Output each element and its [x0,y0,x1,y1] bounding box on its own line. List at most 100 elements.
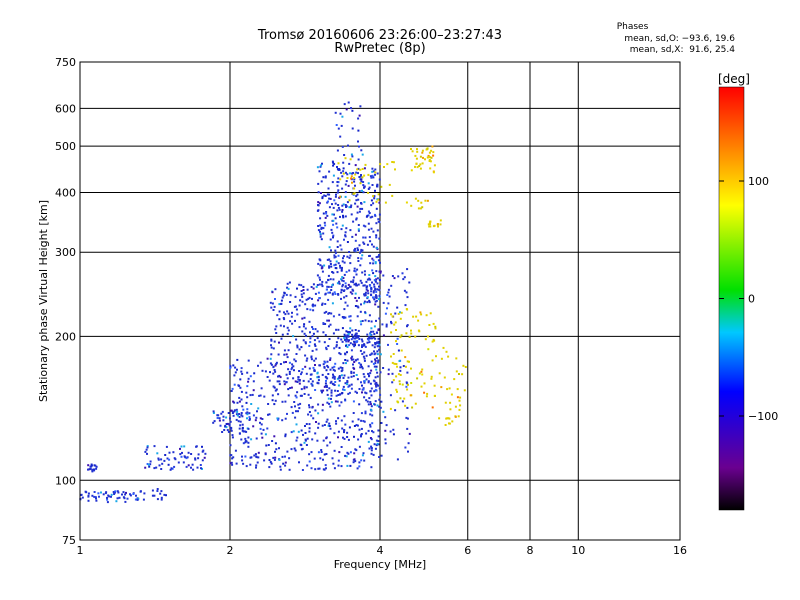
data-point-o [401,400,404,403]
data-point-x [430,149,433,152]
data-point-o [369,413,372,416]
data-point-o [374,337,377,340]
data-point-o [360,412,363,415]
data-point-o [122,491,125,494]
data-point-o [212,410,215,413]
data-point-o [368,337,371,340]
data-point-o [337,204,340,206]
data-point-o [226,429,229,432]
data-point-o [363,185,366,188]
data-point-o [334,381,337,383]
data-point-x [432,151,435,154]
data-point-o [314,357,317,360]
data-point-o [299,299,302,302]
data-point-o [159,492,162,495]
data-point-o [358,337,361,340]
data-point-x [421,151,424,154]
data-point-o [326,258,329,261]
data-point-x [405,332,408,335]
data-point-o [352,172,355,174]
data-point-o [308,296,311,299]
data-point-x [415,157,418,160]
data-point-o [308,427,311,430]
data-point-o [325,310,328,313]
data-point-o [357,306,360,309]
data-point-o [346,383,349,386]
data-point-o [312,328,314,330]
data-point-o [374,358,376,361]
data-point-x [414,335,417,338]
data-point-o [354,337,356,340]
data-point-o [346,346,349,348]
data-point-x [395,329,397,331]
data-point-o [202,449,205,452]
data-point-o [321,424,324,427]
data-point-o [259,421,261,424]
data-point-o [166,457,169,460]
data-point-o [164,454,167,456]
data-point-o [345,206,347,208]
data-point-o [360,174,362,176]
data-point-x [427,348,430,351]
data-point-o [318,170,321,173]
data-point-o [352,289,355,292]
data-point-o [333,449,336,452]
data-point-o [372,272,375,275]
data-point-o [310,467,313,470]
data-point-o [377,429,380,432]
data-point-o [296,381,299,383]
data-point-o [321,391,323,394]
data-point-o [149,463,152,466]
data-point-o [340,269,343,272]
data-point-o [366,333,369,336]
data-point-o [285,381,288,384]
data-point-o [358,210,361,213]
data-point-o [352,281,355,284]
data-point-o [319,259,322,262]
data-point-x [456,396,459,399]
data-point-o [327,291,330,294]
data-point-x [418,330,421,333]
data-point-o [384,312,387,315]
data-point-o [307,413,310,416]
data-point-o [373,283,376,286]
data-point-o [319,235,322,238]
data-point-o [331,203,333,206]
data-point-o [95,499,98,502]
data-point-o [332,332,335,335]
data-point-o [296,391,299,394]
data-point-o [363,201,366,204]
data-point-o [314,364,316,366]
data-point-o [168,451,171,454]
data-point-o [269,357,272,360]
data-point-o [352,371,355,374]
data-point-x [400,349,403,352]
data-point-x [419,163,422,166]
data-point-o [233,374,236,377]
data-point-x [416,150,419,153]
data-point-o [326,418,329,421]
data-point-o [234,449,237,452]
data-point-o [278,447,280,450]
data-point-o [288,373,291,375]
data-point-x [339,195,342,198]
data-point-o [274,370,277,373]
data-point-o [324,361,327,364]
data-point-o [368,186,371,189]
data-point-x [399,397,402,400]
data-point-o [316,330,319,333]
data-point-o [358,145,360,148]
data-point-x [409,394,412,397]
data-point-o [156,488,159,490]
data-point-o [301,447,304,450]
data-point-o [354,202,357,205]
data-point-o [369,372,372,375]
data-point-o [337,206,340,209]
data-point-o [335,193,337,196]
data-point-o [331,457,334,460]
data-point-o [355,273,358,276]
data-point-o [365,288,368,291]
data-point-o [271,394,274,397]
data-point-o [406,417,409,420]
data-point-x [414,402,417,405]
